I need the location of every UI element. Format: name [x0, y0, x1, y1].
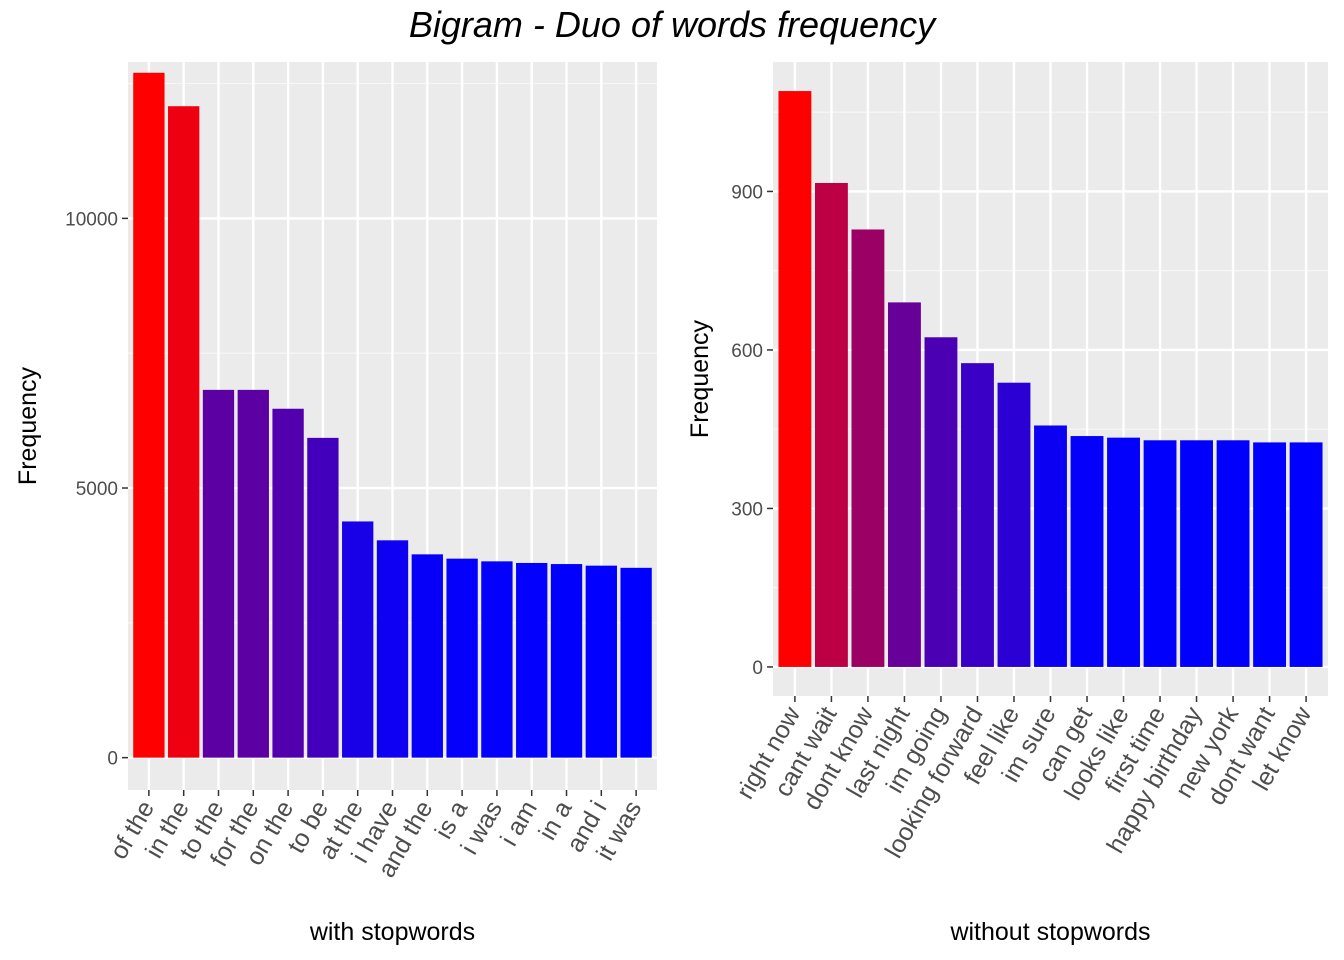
bar-in-a	[550, 564, 583, 758]
bar-for-the	[237, 389, 269, 758]
y-tick-label: 10000	[65, 209, 118, 230]
bar-right-now	[778, 91, 812, 667]
bar-happy-birthday	[1180, 440, 1213, 667]
y-tick-label: 0	[752, 658, 763, 679]
y-tick-label: 5000	[76, 479, 118, 500]
bar-to-be	[307, 437, 339, 758]
bar-i-have	[376, 540, 409, 758]
y-axis-title: Frequency	[686, 319, 714, 438]
y-axis-title: Frequency	[14, 366, 42, 485]
bar-on-the	[272, 408, 304, 758]
bar-first-time	[1143, 440, 1177, 667]
bar-cant-wait	[814, 182, 848, 667]
bar-it-was	[620, 567, 652, 758]
x-axis-title: with stopwords	[309, 918, 475, 946]
bar-looking-forward	[961, 363, 994, 667]
bar-at-the	[342, 521, 374, 758]
bar-let-know	[1289, 442, 1323, 667]
y-tick-label: 300	[731, 499, 763, 520]
x-tick-label: i am	[495, 796, 543, 851]
y-tick-label: 900	[731, 182, 763, 203]
bar-im-sure	[1034, 425, 1067, 667]
bar-dont-want	[1253, 442, 1287, 667]
bar-last-night	[888, 302, 921, 667]
bar-dont-know	[851, 229, 885, 667]
bar-can-get	[1070, 436, 1104, 667]
bar-in-the	[168, 106, 200, 758]
bar-new-york	[1216, 440, 1250, 667]
y-tick-label: 0	[107, 749, 118, 770]
bar-and-i	[585, 565, 617, 758]
bar-and-the	[411, 554, 443, 758]
bar-i-was	[481, 561, 513, 758]
bar-of-the	[133, 72, 165, 758]
bar-im-going	[924, 337, 958, 667]
chart-title: Bigram - Duo of words frequency	[408, 4, 936, 45]
bar-feel-like	[997, 382, 1031, 667]
bar-i-am	[516, 562, 548, 758]
bar-looks-like	[1107, 437, 1140, 667]
bar-to-the	[202, 389, 235, 758]
bar-is-a	[446, 558, 478, 758]
x-axis-title: without stopwords	[949, 918, 1150, 946]
y-tick-label: 600	[731, 341, 763, 362]
